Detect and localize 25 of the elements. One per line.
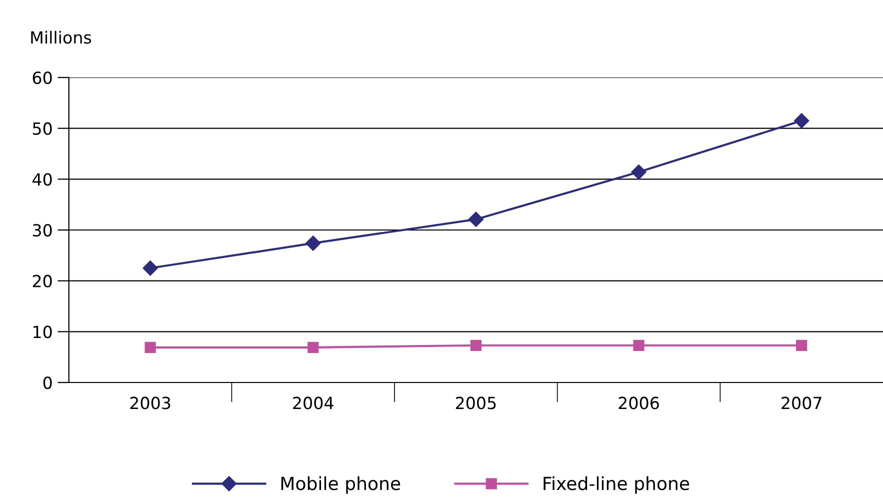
x-tick-label: 2003 [130, 396, 170, 410]
y-tick-label: 60 [32, 71, 52, 84]
point [142, 260, 158, 276]
point [470, 340, 482, 351]
y-tick-label: 30 [32, 224, 52, 237]
point [794, 113, 810, 128]
point [468, 212, 484, 227]
point [796, 340, 808, 351]
legend-label: Fixed-line phone [544, 476, 690, 494]
y-tick-label: 0 [43, 376, 52, 390]
y-tick-label: 40 [32, 173, 52, 186]
legend-label: Mobile phone [281, 476, 400, 494]
point [144, 342, 156, 353]
y-axis-title: Millions [31, 30, 92, 44]
y-tick-label: 10 [34, 326, 52, 338]
point [306, 236, 321, 251]
point [633, 340, 644, 351]
y-tick-label: 50 [32, 122, 52, 135]
x-tick-label: 2007 [782, 396, 822, 410]
point [631, 164, 646, 180]
point [308, 342, 319, 353]
y-tick-label: 20 [32, 274, 52, 288]
x-tick-label: 2005 [456, 396, 496, 410]
x-tick-label: 2004 [293, 396, 334, 410]
x-tick-label: 2006 [618, 396, 659, 410]
